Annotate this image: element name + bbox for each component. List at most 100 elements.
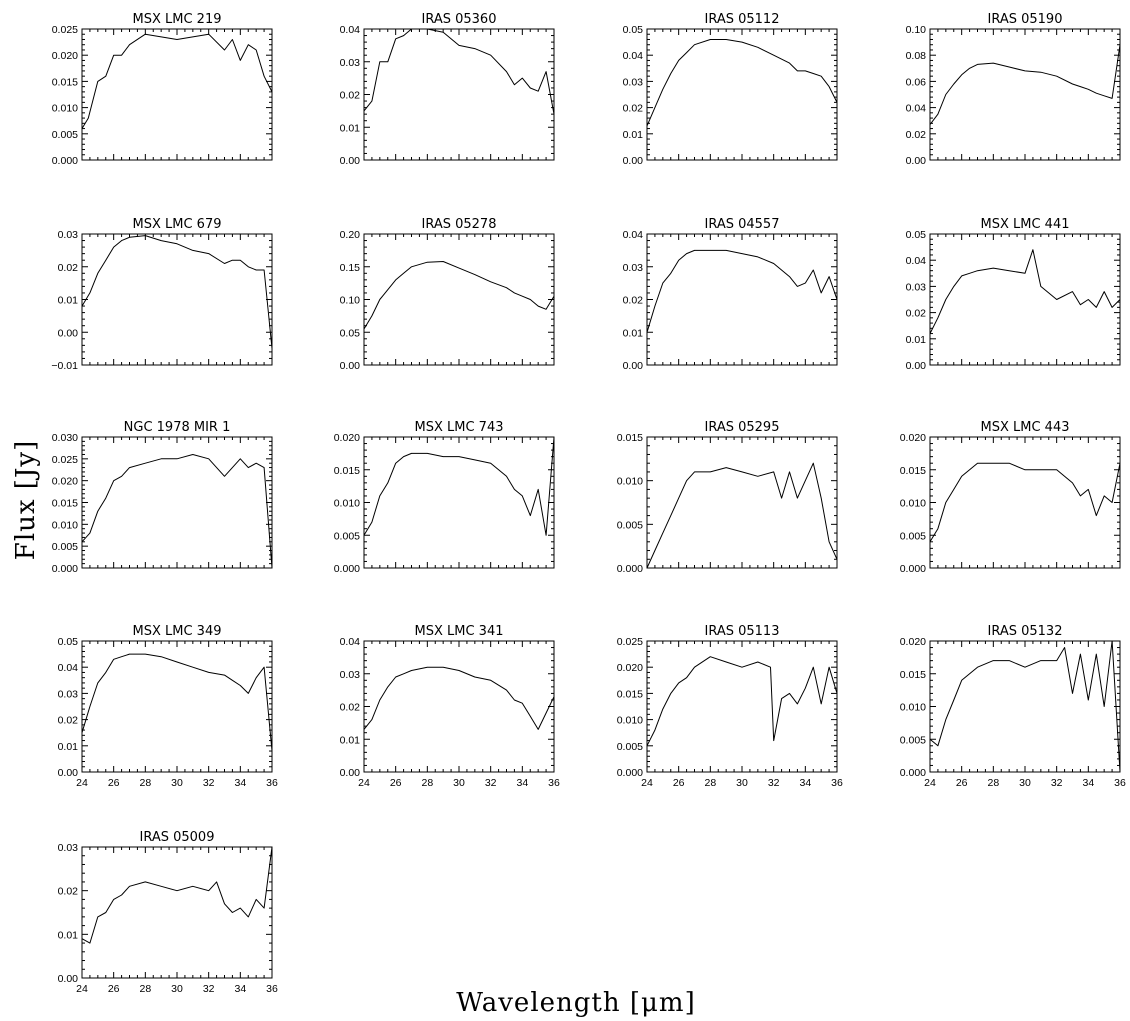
x-tick-label: 36 bbox=[548, 777, 560, 789]
x-tick-label: 26 bbox=[108, 983, 120, 995]
x-tick-label: 36 bbox=[266, 983, 278, 995]
x-tick-label: 30 bbox=[1019, 777, 1031, 789]
spectrum-line bbox=[646, 39, 838, 127]
y-tick-label: 0.15 bbox=[340, 262, 361, 274]
y-tick-label: 0.03 bbox=[58, 229, 79, 241]
y-tick-label: 0.03 bbox=[906, 281, 927, 293]
spectrum-panel: IRAS 05009 0.00 0.01 0.02 0.03 24 26 28 30 32 34 36 bbox=[58, 830, 278, 995]
x-tick-label: 24 bbox=[76, 777, 88, 789]
y-tick-label: 0.020 bbox=[900, 636, 926, 648]
plot-frame bbox=[81, 846, 273, 979]
panel-title: IRAS 05113 bbox=[705, 624, 780, 639]
x-tick-label: 30 bbox=[736, 777, 748, 789]
y-tick-label: 0.000 bbox=[617, 563, 643, 575]
panel-title: NGC 1978 MIR 1 bbox=[124, 420, 231, 435]
spectrum-panel: NGC 1978 MIR 1 0.000 0.005 0.010 0.015 0.020 0… bbox=[52, 420, 273, 575]
spectrum-line bbox=[81, 653, 273, 752]
y-axis-label: Flux [Jy] bbox=[11, 440, 41, 560]
plot-frame bbox=[929, 28, 1121, 161]
y-tick-label: 0.03 bbox=[340, 669, 361, 681]
plot-frame bbox=[363, 233, 555, 366]
y-tick-label: 0.02 bbox=[58, 262, 79, 274]
y-tick-label: 0.000 bbox=[334, 563, 360, 575]
y-tick-label: 0.005 bbox=[52, 129, 78, 141]
panel-title: MSX LMC 341 bbox=[415, 624, 504, 639]
panel-title: MSX LMC 219 bbox=[133, 12, 222, 27]
panels: MSX LMC 219 0.000 0.005 0.010 0.015 0.020 0.02… bbox=[51, 12, 1126, 995]
y-tick-label: 0.005 bbox=[617, 741, 643, 753]
y-tick-label: 0.020 bbox=[334, 432, 360, 444]
panel-title: IRAS 05295 bbox=[705, 420, 780, 435]
y-tick-label: 0.020 bbox=[52, 50, 78, 62]
spectrum-line bbox=[81, 33, 273, 129]
y-tick-label: 0.025 bbox=[52, 454, 78, 466]
x-tick-label: 30 bbox=[453, 777, 465, 789]
x-tick-label: 34 bbox=[1082, 777, 1094, 789]
panel-title: IRAS 05112 bbox=[705, 12, 780, 27]
y-tick-label: 0.01 bbox=[58, 741, 79, 753]
y-tick-label: 0.015 bbox=[52, 498, 78, 510]
y-tick-label: 0.000 bbox=[900, 563, 926, 575]
y-tick-label: 0.005 bbox=[617, 519, 643, 531]
x-tick-label: 36 bbox=[266, 777, 278, 789]
y-tick-label: 0.015 bbox=[617, 688, 643, 700]
y-tick-label: 0.03 bbox=[623, 262, 644, 274]
spectrum-panel: IRAS 05295 0.000 0.005 0.010 0.015 bbox=[617, 420, 838, 575]
x-tick-label: 26 bbox=[108, 777, 120, 789]
spectrum-line bbox=[81, 454, 273, 569]
x-tick-label: 32 bbox=[768, 777, 780, 789]
x-tick-label: 34 bbox=[234, 777, 246, 789]
y-tick-label: 0.04 bbox=[340, 636, 361, 648]
x-tick-label: 26 bbox=[956, 777, 968, 789]
y-tick-label: 0.010 bbox=[617, 715, 643, 727]
spectrum-panel: MSX LMC 219 0.000 0.005 0.010 0.015 0.020 0.02… bbox=[52, 12, 273, 167]
spectrum-line bbox=[363, 666, 555, 730]
y-tick-label: 0.020 bbox=[900, 432, 926, 444]
x-tick-label: 24 bbox=[358, 777, 370, 789]
x-tick-label: 28 bbox=[704, 777, 716, 789]
y-tick-label: 0.000 bbox=[617, 767, 643, 779]
y-tick-label: 0.02 bbox=[340, 702, 361, 714]
y-tick-label: 0.015 bbox=[334, 465, 360, 477]
spectrum-panel: IRAS 05113 0.000 0.005 0.010 0.015 0.020 0.025… bbox=[617, 624, 843, 789]
y-tick-label: 0.00 bbox=[906, 360, 927, 372]
y-tick-label: 0.015 bbox=[900, 465, 926, 477]
y-tick-label: 0.00 bbox=[906, 155, 927, 167]
y-tick-label: 0.020 bbox=[52, 476, 78, 488]
y-tick-label: 0.04 bbox=[340, 24, 361, 36]
y-tick-label: 0.010 bbox=[900, 702, 926, 714]
y-tick-label: 0.010 bbox=[900, 498, 926, 510]
panel-title: MSX LMC 743 bbox=[415, 420, 504, 435]
spectrum-line bbox=[929, 462, 1121, 543]
y-tick-label: 0.025 bbox=[617, 636, 643, 648]
y-tick-label: 0.025 bbox=[52, 24, 78, 36]
y-tick-label: 0.05 bbox=[340, 327, 361, 339]
x-tick-label: 34 bbox=[516, 777, 528, 789]
panel-title: MSX LMC 679 bbox=[133, 217, 222, 232]
y-tick-label: 0.010 bbox=[52, 103, 78, 115]
y-tick-label: 0.005 bbox=[900, 734, 926, 746]
y-tick-label: 0.01 bbox=[623, 327, 644, 339]
spectrum-panel: IRAS 05278 0.00 0.05 0.10 0.15 0.20 bbox=[340, 217, 555, 372]
y-tick-label: 0.005 bbox=[334, 530, 360, 542]
spectrum-panel: MSX LMC 349 0.00 0.01 0.02 0.03 0.04 0.05 24 26 2… bbox=[58, 624, 278, 789]
plot-frame bbox=[929, 233, 1121, 366]
y-tick-label: 0.02 bbox=[58, 886, 79, 898]
plot-frame bbox=[81, 640, 273, 773]
y-tick-label: 0.05 bbox=[58, 636, 79, 648]
plot-frame bbox=[81, 436, 273, 569]
spectrum-panel: MSX LMC 341 0.00 0.01 0.02 0.03 0.04 24 26 28 30 3… bbox=[340, 624, 560, 789]
y-tick-label: 0.01 bbox=[58, 929, 79, 941]
x-tick-label: 36 bbox=[1114, 777, 1126, 789]
spectrum-line bbox=[646, 249, 838, 333]
spectrum-panel: IRAS 05112 0.00 0.01 0.02 0.03 0.04 0.05 bbox=[623, 12, 838, 167]
y-tick-label: 0.03 bbox=[340, 57, 361, 69]
panel-title: IRAS 05190 bbox=[988, 12, 1063, 27]
spectrum-panel: IRAS 04557 0.00 0.01 0.02 0.03 0.04 bbox=[623, 217, 838, 372]
y-tick-label: 0.010 bbox=[334, 498, 360, 510]
panel-title: IRAS 05360 bbox=[422, 12, 497, 27]
y-tick-label: 0.02 bbox=[58, 715, 79, 727]
x-tick-label: 32 bbox=[1051, 777, 1063, 789]
x-axis-label: Wavelength [μm] bbox=[456, 988, 695, 1018]
x-tick-label: 28 bbox=[421, 777, 433, 789]
